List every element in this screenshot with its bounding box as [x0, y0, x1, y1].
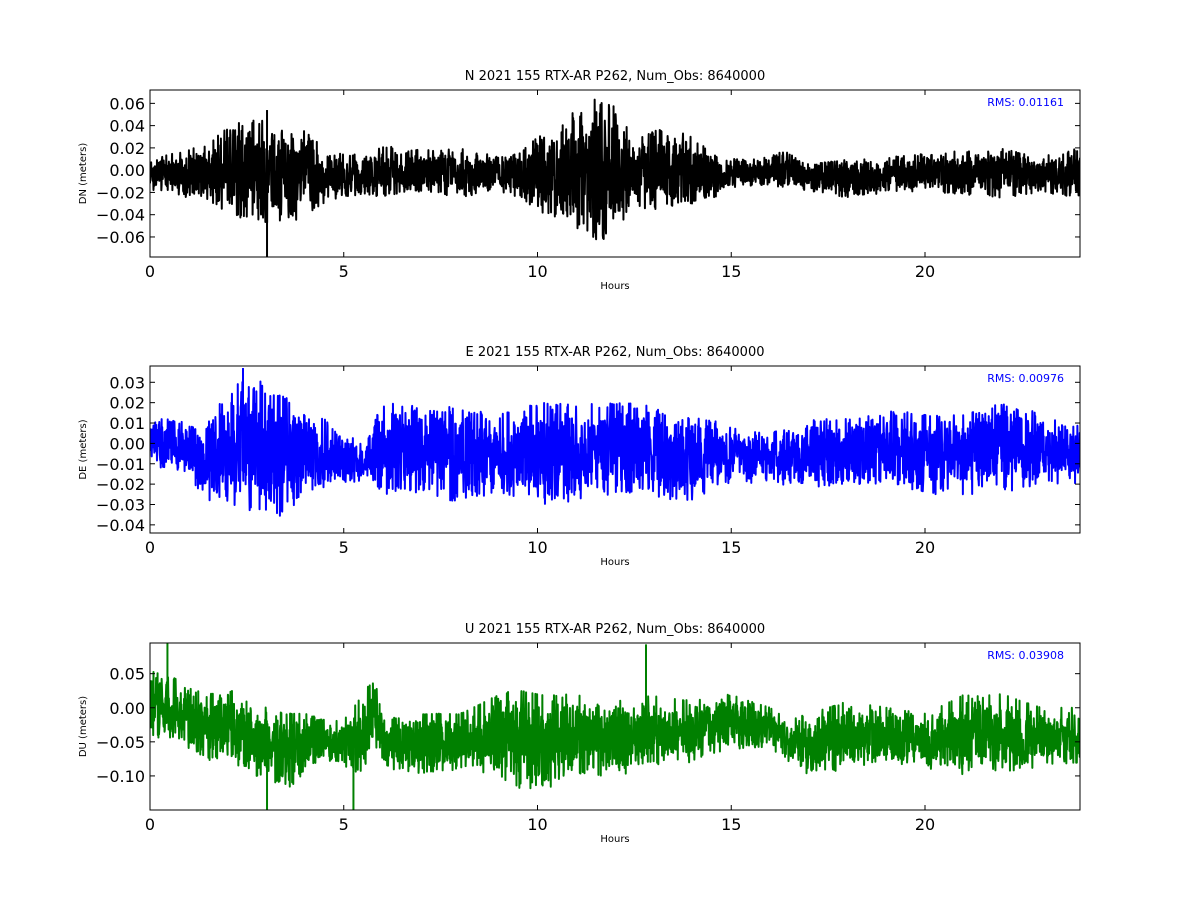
axes-frame — [149, 365, 1081, 534]
y-tick-label: 0.00 — [109, 434, 145, 453]
x-tick-label: 0 — [145, 262, 155, 281]
y-tick-label: 0.06 — [109, 94, 145, 113]
x-tick-label: 10 — [527, 262, 547, 281]
x-tick-label: 0 — [145, 538, 155, 557]
rms-annotation: RMS: 0.03908 — [987, 649, 1064, 662]
subplot-n: N 2021 155 RTX-AR P262, Num_Obs: 8640000… — [78, 69, 1081, 292]
subplot-e: E 2021 155 RTX-AR P262, Num_Obs: 8640000… — [78, 345, 1081, 568]
y-tick-label: −0.10 — [96, 767, 145, 786]
y-tick-label: 0.04 — [109, 117, 145, 136]
x-tick-label: 0 — [145, 815, 155, 834]
y-tick-label: −0.02 — [96, 183, 145, 202]
rms-annotation: RMS: 0.01161 — [987, 96, 1064, 109]
chart-title: N 2021 155 RTX-AR P262, Num_Obs: 8640000 — [465, 69, 765, 84]
y-tick-label: −0.04 — [96, 516, 145, 535]
x-axis-label: Hours — [600, 281, 629, 292]
y-tick-label: −0.06 — [96, 228, 145, 247]
series-line — [150, 380, 1080, 517]
chart-title: E 2021 155 RTX-AR P262, Num_Obs: 8640000 — [466, 345, 765, 360]
rms-annotation: RMS: 0.00976 — [987, 372, 1064, 385]
x-tick-label: 15 — [721, 538, 741, 557]
axes-frame — [149, 642, 1081, 811]
y-tick-label: 0.03 — [109, 373, 145, 392]
x-tick-label: 15 — [721, 815, 741, 834]
x-axis-label: Hours — [600, 557, 629, 568]
series-line — [150, 98, 1080, 241]
y-tick-label: −0.05 — [96, 733, 145, 752]
x-tick-label: 10 — [527, 815, 547, 834]
x-tick-label: 20 — [915, 815, 935, 834]
subplot-u: U 2021 155 RTX-AR P262, Num_Obs: 8640000… — [78, 622, 1081, 845]
y-tick-label: 0.02 — [109, 394, 145, 413]
x-tick-label: 10 — [527, 538, 547, 557]
x-tick-label: 5 — [339, 815, 349, 834]
y-tick-label: −0.01 — [96, 455, 145, 474]
y-tick-label: 0.02 — [109, 139, 145, 158]
y-tick-label: −0.03 — [96, 495, 145, 514]
y-axis-label: DN (meters) — [78, 143, 89, 205]
y-tick-label: −0.04 — [96, 206, 145, 225]
x-tick-label: 20 — [915, 538, 935, 557]
series-line — [150, 671, 1080, 790]
chart-title: U 2021 155 RTX-AR P262, Num_Obs: 8640000 — [465, 622, 765, 637]
y-tick-label: −0.02 — [96, 475, 145, 494]
x-tick-label: 5 — [339, 538, 349, 557]
y-tick-label: 0.05 — [109, 665, 145, 684]
y-axis-label: DE (meters) — [78, 419, 89, 479]
x-tick-label: 5 — [339, 262, 349, 281]
y-tick-label: 0.00 — [109, 699, 145, 718]
y-tick-label: 0.01 — [109, 414, 145, 433]
y-tick-label: 0.00 — [109, 161, 145, 180]
x-axis-label: Hours — [600, 834, 629, 845]
x-tick-label: 20 — [915, 262, 935, 281]
x-tick-label: 15 — [721, 262, 741, 281]
axes-frame — [149, 89, 1081, 258]
y-axis-label: DU (meters) — [78, 696, 89, 757]
